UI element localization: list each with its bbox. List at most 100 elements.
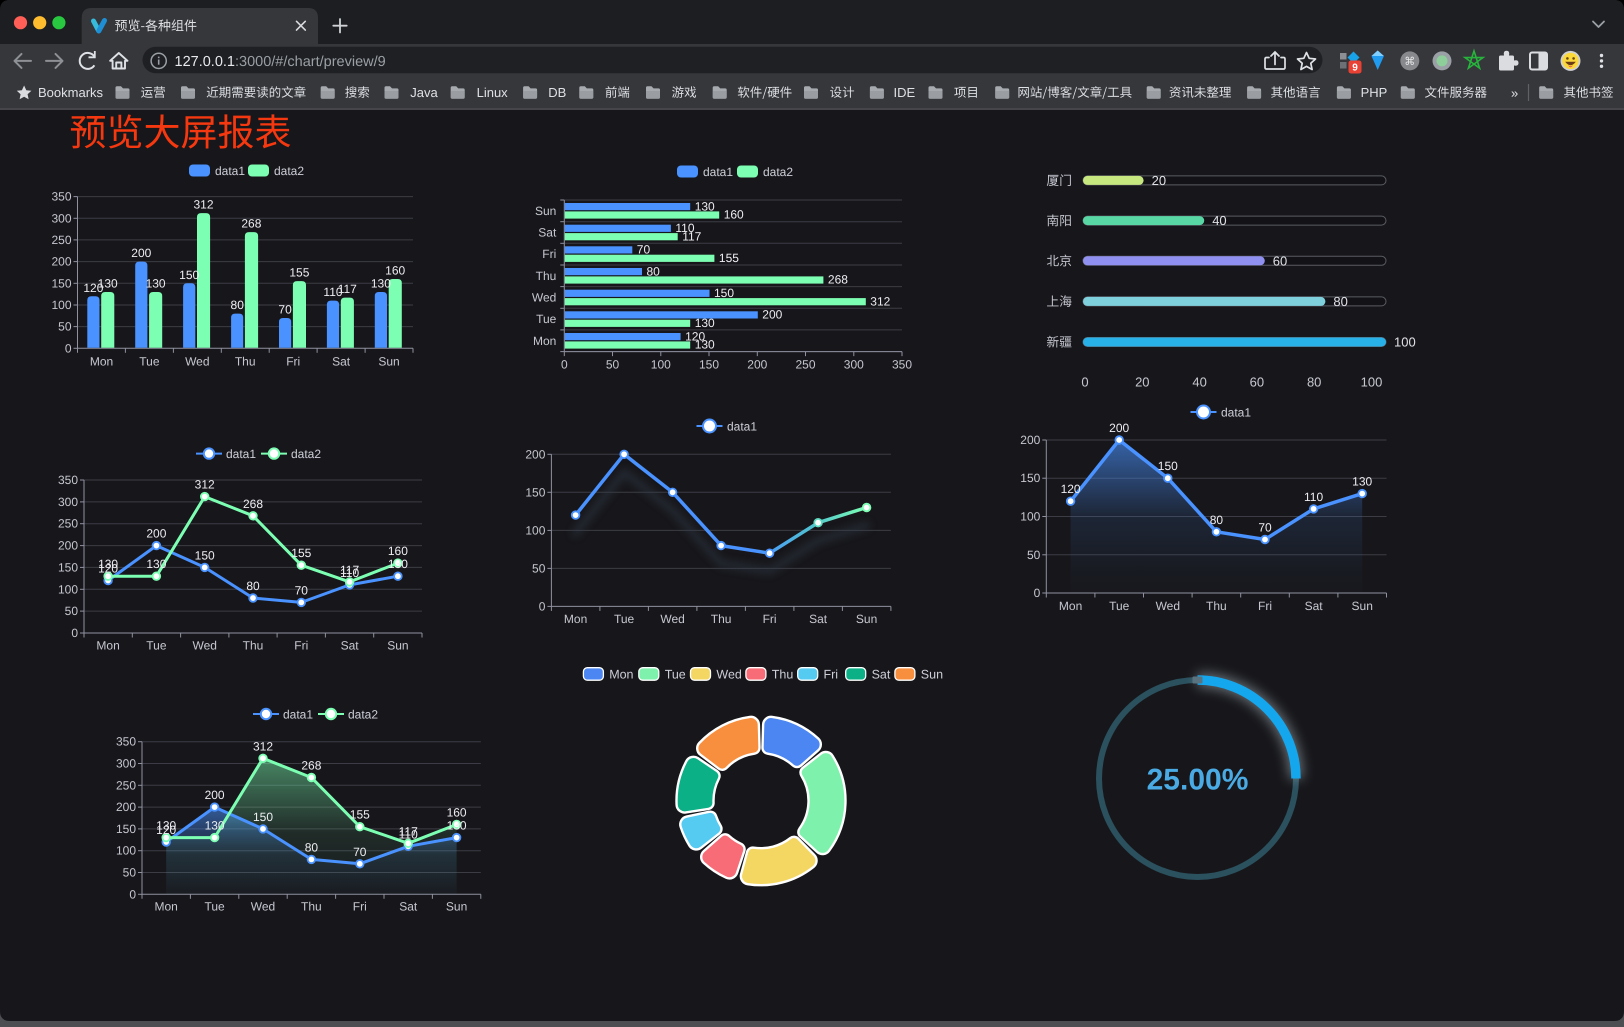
svg-text:268: 268 bbox=[828, 273, 848, 287]
svg-text:Fri: Fri bbox=[763, 612, 777, 626]
svg-text:100: 100 bbox=[651, 358, 671, 372]
svg-text:80: 80 bbox=[647, 264, 661, 278]
svg-text:150: 150 bbox=[1158, 459, 1178, 473]
svg-text:Mon: Mon bbox=[533, 334, 556, 348]
svg-text:120: 120 bbox=[98, 562, 118, 576]
svg-text:110: 110 bbox=[675, 221, 694, 235]
svg-text:0: 0 bbox=[71, 626, 78, 640]
svg-text:data1: data1 bbox=[215, 164, 245, 178]
svg-text:130: 130 bbox=[98, 277, 118, 291]
svg-text:250: 250 bbox=[51, 233, 71, 247]
svg-text:25.00%: 25.00% bbox=[1147, 764, 1249, 797]
svg-text:data1: data1 bbox=[1221, 406, 1251, 420]
svg-text:130: 130 bbox=[695, 199, 715, 213]
svg-text:Sat: Sat bbox=[332, 355, 351, 369]
svg-text:300: 300 bbox=[844, 358, 864, 372]
svg-text:Fri: Fri bbox=[542, 247, 556, 261]
svg-text:100: 100 bbox=[116, 844, 136, 858]
svg-text:40: 40 bbox=[1212, 213, 1226, 228]
svg-text:80: 80 bbox=[1307, 375, 1321, 390]
svg-text:120: 120 bbox=[685, 329, 705, 343]
svg-text:Wed: Wed bbox=[660, 612, 684, 626]
svg-text:Thu: Thu bbox=[1206, 599, 1227, 613]
svg-text:130: 130 bbox=[156, 819, 176, 833]
svg-text:120: 120 bbox=[156, 823, 176, 837]
svg-text:130: 130 bbox=[695, 338, 715, 352]
svg-text:160: 160 bbox=[388, 544, 408, 558]
svg-text:350: 350 bbox=[116, 735, 136, 749]
svg-text:200: 200 bbox=[131, 246, 151, 260]
svg-text:200: 200 bbox=[146, 527, 166, 541]
svg-text:268: 268 bbox=[243, 497, 263, 511]
svg-text:Thu: Thu bbox=[301, 900, 322, 914]
svg-text:130: 130 bbox=[388, 557, 408, 571]
svg-text:Sun: Sun bbox=[1352, 599, 1373, 613]
svg-text:80: 80 bbox=[246, 579, 260, 593]
svg-text:130: 130 bbox=[371, 277, 391, 291]
svg-text:Sat: Sat bbox=[809, 612, 828, 626]
svg-text:Fri: Fri bbox=[286, 355, 300, 369]
svg-text:DB: DB bbox=[548, 85, 566, 100]
svg-text:Sun: Sun bbox=[535, 204, 556, 218]
svg-text:312: 312 bbox=[193, 198, 213, 212]
svg-text:80: 80 bbox=[1210, 513, 1224, 527]
svg-text:70: 70 bbox=[295, 583, 309, 597]
svg-text:70: 70 bbox=[637, 243, 651, 257]
svg-text:Sun: Sun bbox=[387, 639, 408, 653]
svg-text:150: 150 bbox=[51, 276, 71, 290]
svg-text:Tue: Tue bbox=[1109, 599, 1130, 613]
svg-text:80: 80 bbox=[231, 298, 245, 312]
svg-text:Sat: Sat bbox=[1305, 599, 1324, 613]
svg-text:130: 130 bbox=[1352, 475, 1372, 489]
svg-text:120: 120 bbox=[83, 281, 103, 295]
svg-text:Thu: Thu bbox=[235, 355, 256, 369]
svg-text:160: 160 bbox=[385, 264, 405, 278]
svg-text:Tue: Tue bbox=[536, 312, 557, 326]
svg-text:160: 160 bbox=[724, 208, 744, 222]
svg-text:Bookmarks: Bookmarks bbox=[38, 85, 104, 100]
svg-text:PHP: PHP bbox=[1361, 85, 1388, 100]
svg-text:200: 200 bbox=[205, 788, 225, 802]
svg-text:200: 200 bbox=[58, 539, 78, 553]
svg-text:data2: data2 bbox=[763, 165, 793, 179]
svg-text:312: 312 bbox=[870, 294, 890, 308]
svg-text:50: 50 bbox=[606, 358, 620, 372]
svg-text:Wed: Wed bbox=[192, 639, 216, 653]
svg-text:⌘: ⌘ bbox=[1404, 56, 1415, 68]
svg-text:Wed: Wed bbox=[185, 355, 209, 369]
svg-text:117: 117 bbox=[340, 563, 359, 577]
svg-text:Thu: Thu bbox=[243, 639, 264, 653]
svg-text:117: 117 bbox=[399, 824, 418, 838]
svg-text:Tue: Tue bbox=[204, 900, 225, 914]
svg-text:60: 60 bbox=[1250, 375, 1264, 390]
svg-text:Sat: Sat bbox=[872, 668, 891, 682]
svg-text:Mon: Mon bbox=[90, 355, 113, 369]
svg-text:0: 0 bbox=[129, 887, 136, 901]
svg-text:20: 20 bbox=[1135, 375, 1149, 390]
svg-text:Linux: Linux bbox=[477, 85, 509, 100]
svg-text:250: 250 bbox=[58, 517, 78, 531]
svg-text:110: 110 bbox=[340, 566, 359, 580]
svg-text:Sun: Sun bbox=[446, 900, 467, 914]
svg-text:155: 155 bbox=[350, 808, 370, 822]
svg-text:9: 9 bbox=[1352, 63, 1358, 74]
svg-text:Tue: Tue bbox=[614, 612, 635, 626]
svg-text:data1: data1 bbox=[226, 447, 256, 461]
svg-text:130: 130 bbox=[146, 277, 166, 291]
svg-text:300: 300 bbox=[51, 211, 71, 225]
svg-text:100: 100 bbox=[525, 523, 545, 537]
svg-text:Mon: Mon bbox=[1059, 599, 1082, 613]
svg-text:127.0.0.1:3000/#/chart/preview: 127.0.0.1:3000/#/chart/preview/9 bbox=[175, 54, 386, 70]
svg-text:350: 350 bbox=[892, 358, 912, 372]
svg-text:300: 300 bbox=[58, 495, 78, 509]
svg-text:Wed: Wed bbox=[251, 900, 275, 914]
svg-text:150: 150 bbox=[195, 548, 215, 562]
svg-text:Tue: Tue bbox=[665, 668, 686, 682]
svg-text:Thu: Thu bbox=[711, 612, 732, 626]
svg-text:70: 70 bbox=[278, 303, 292, 317]
svg-text:100: 100 bbox=[1361, 375, 1383, 390]
svg-text:200: 200 bbox=[1109, 421, 1129, 435]
svg-text:data2: data2 bbox=[274, 164, 304, 178]
svg-text:155: 155 bbox=[719, 251, 739, 265]
svg-text:data1: data1 bbox=[703, 165, 733, 179]
